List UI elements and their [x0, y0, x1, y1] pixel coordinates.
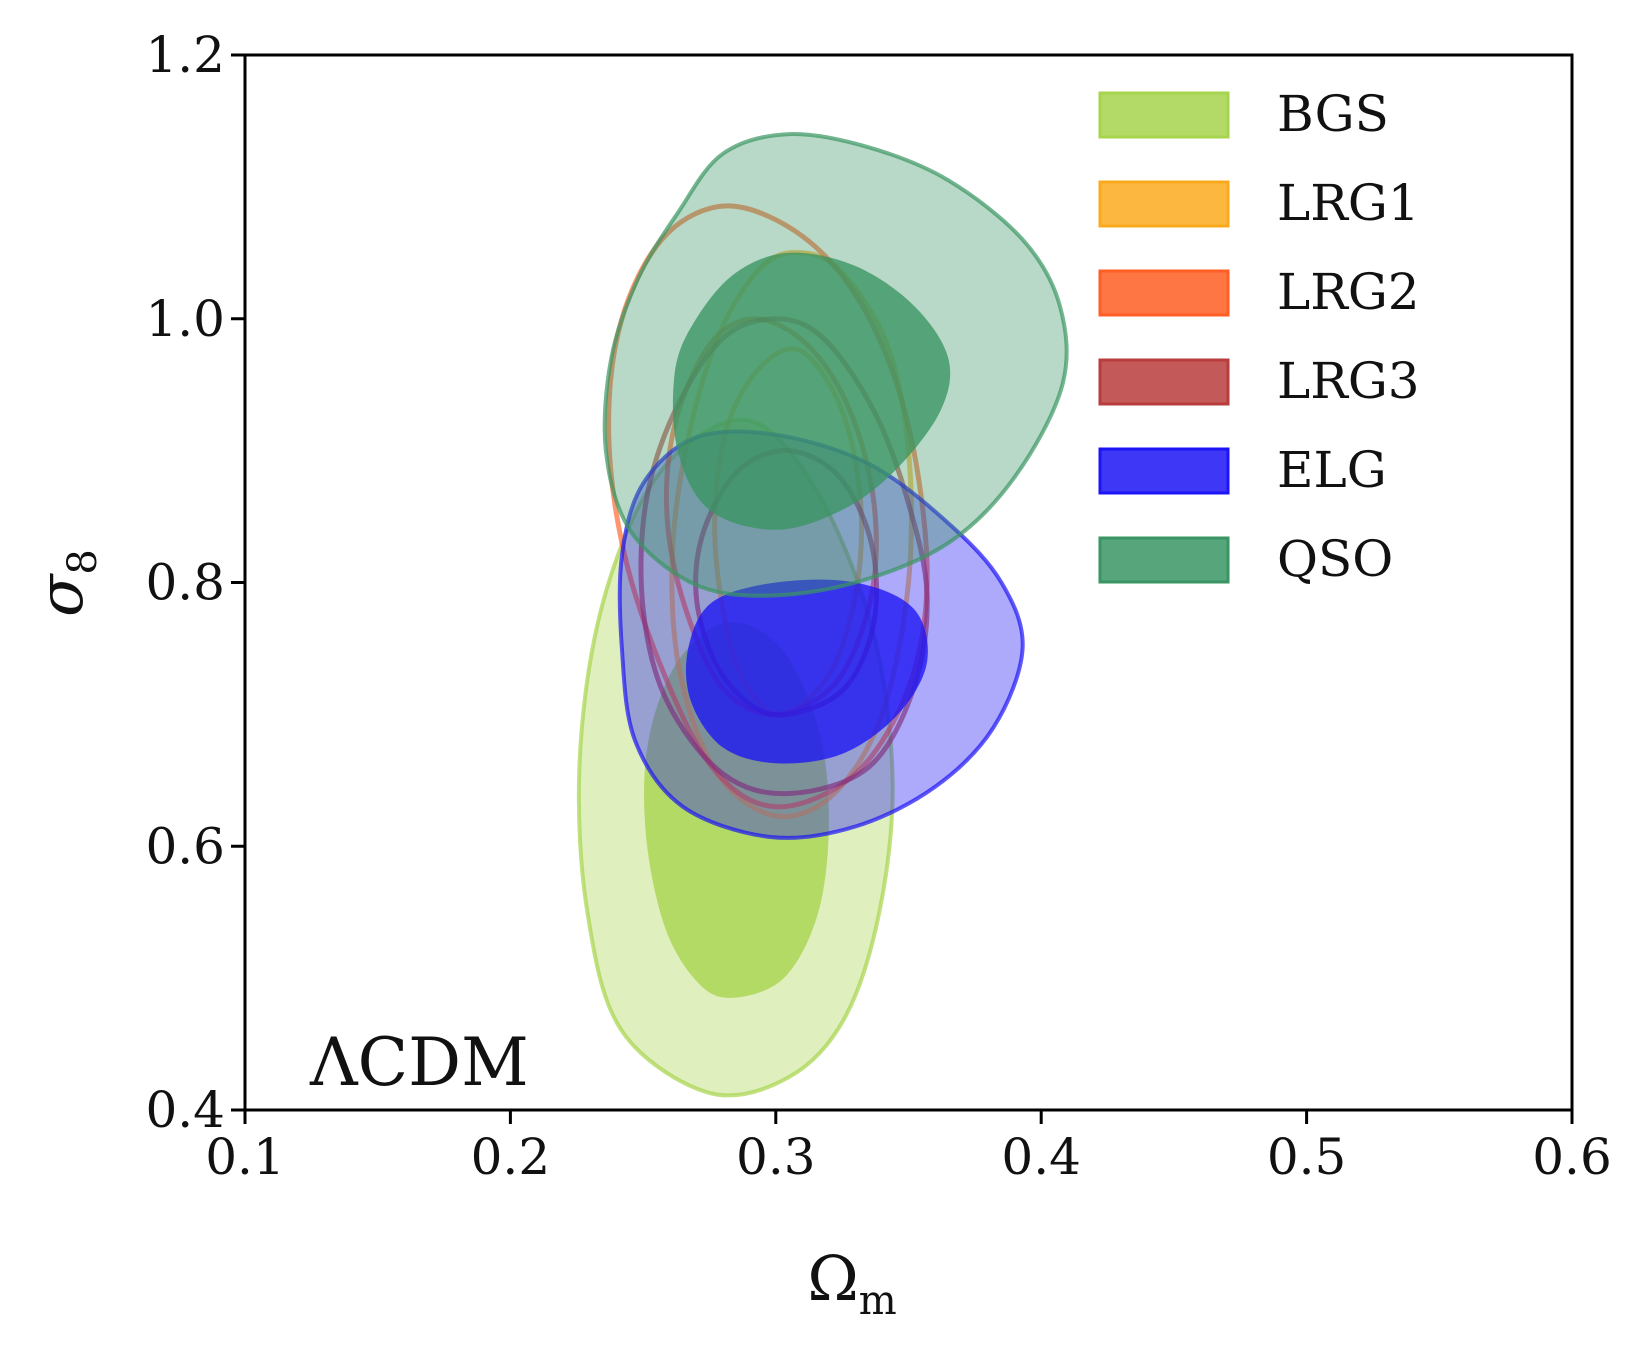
model-annotation: ΛCDM [309, 1024, 529, 1101]
legend-swatch-lrg2 [1098, 269, 1230, 317]
y-tick-label: 0.6 [145, 817, 225, 875]
x-axis-label: Ωm [807, 1242, 896, 1324]
legend-label-lrg3: LRG3 [1277, 352, 1420, 410]
y-axis-label: σ8 [24, 549, 106, 617]
contour-elg-inner [685, 579, 928, 764]
legend-label-lrg2: LRG2 [1277, 263, 1420, 321]
y-tick-label: 1.0 [145, 290, 225, 348]
legend-swatch-elg [1098, 447, 1230, 495]
legend-swatch-lrg3 [1098, 358, 1230, 406]
y-tick-label: 0.8 [145, 554, 225, 612]
legend-swatch-qso [1098, 536, 1230, 584]
x-tick-label: 0.1 [205, 1128, 285, 1186]
y-axis-symbol: σ [24, 573, 97, 617]
x-axis: 0.1 0.2 0.3 0.4 0.5 0.6 [205, 1110, 1612, 1186]
legend-swatch-lrg1 [1098, 180, 1230, 228]
x-tick-label: 0.6 [1532, 1128, 1612, 1186]
x-tick-label: 0.5 [1267, 1128, 1347, 1186]
legend-swatch-bgs [1098, 91, 1230, 139]
y-axis: 0.4 0.6 0.8 1.0 1.2 [145, 26, 245, 1139]
x-tick-label: 0.3 [736, 1128, 816, 1186]
x-axis-subscript: m [859, 1278, 897, 1324]
x-tick-label: 0.2 [471, 1128, 551, 1186]
legend-label-lrg1: LRG1 [1277, 174, 1420, 232]
legend-label-elg: ELG [1277, 441, 1387, 499]
plot-area [576, 131, 1069, 1098]
y-tick-label: 1.2 [145, 26, 225, 84]
legend: BGS LRG1 LRG2 LRG3 ELG QSO [1098, 85, 1420, 588]
x-axis-symbol: Ω [807, 1242, 858, 1315]
contour-qso-inner [672, 252, 951, 530]
y-tick-label: 0.4 [145, 1081, 225, 1139]
legend-label-bgs: BGS [1277, 85, 1389, 143]
legend-label-qso: QSO [1277, 530, 1393, 588]
series-qso [602, 131, 1069, 598]
y-axis-subscript: 8 [60, 549, 106, 574]
x-tick-label: 0.4 [1001, 1128, 1081, 1186]
